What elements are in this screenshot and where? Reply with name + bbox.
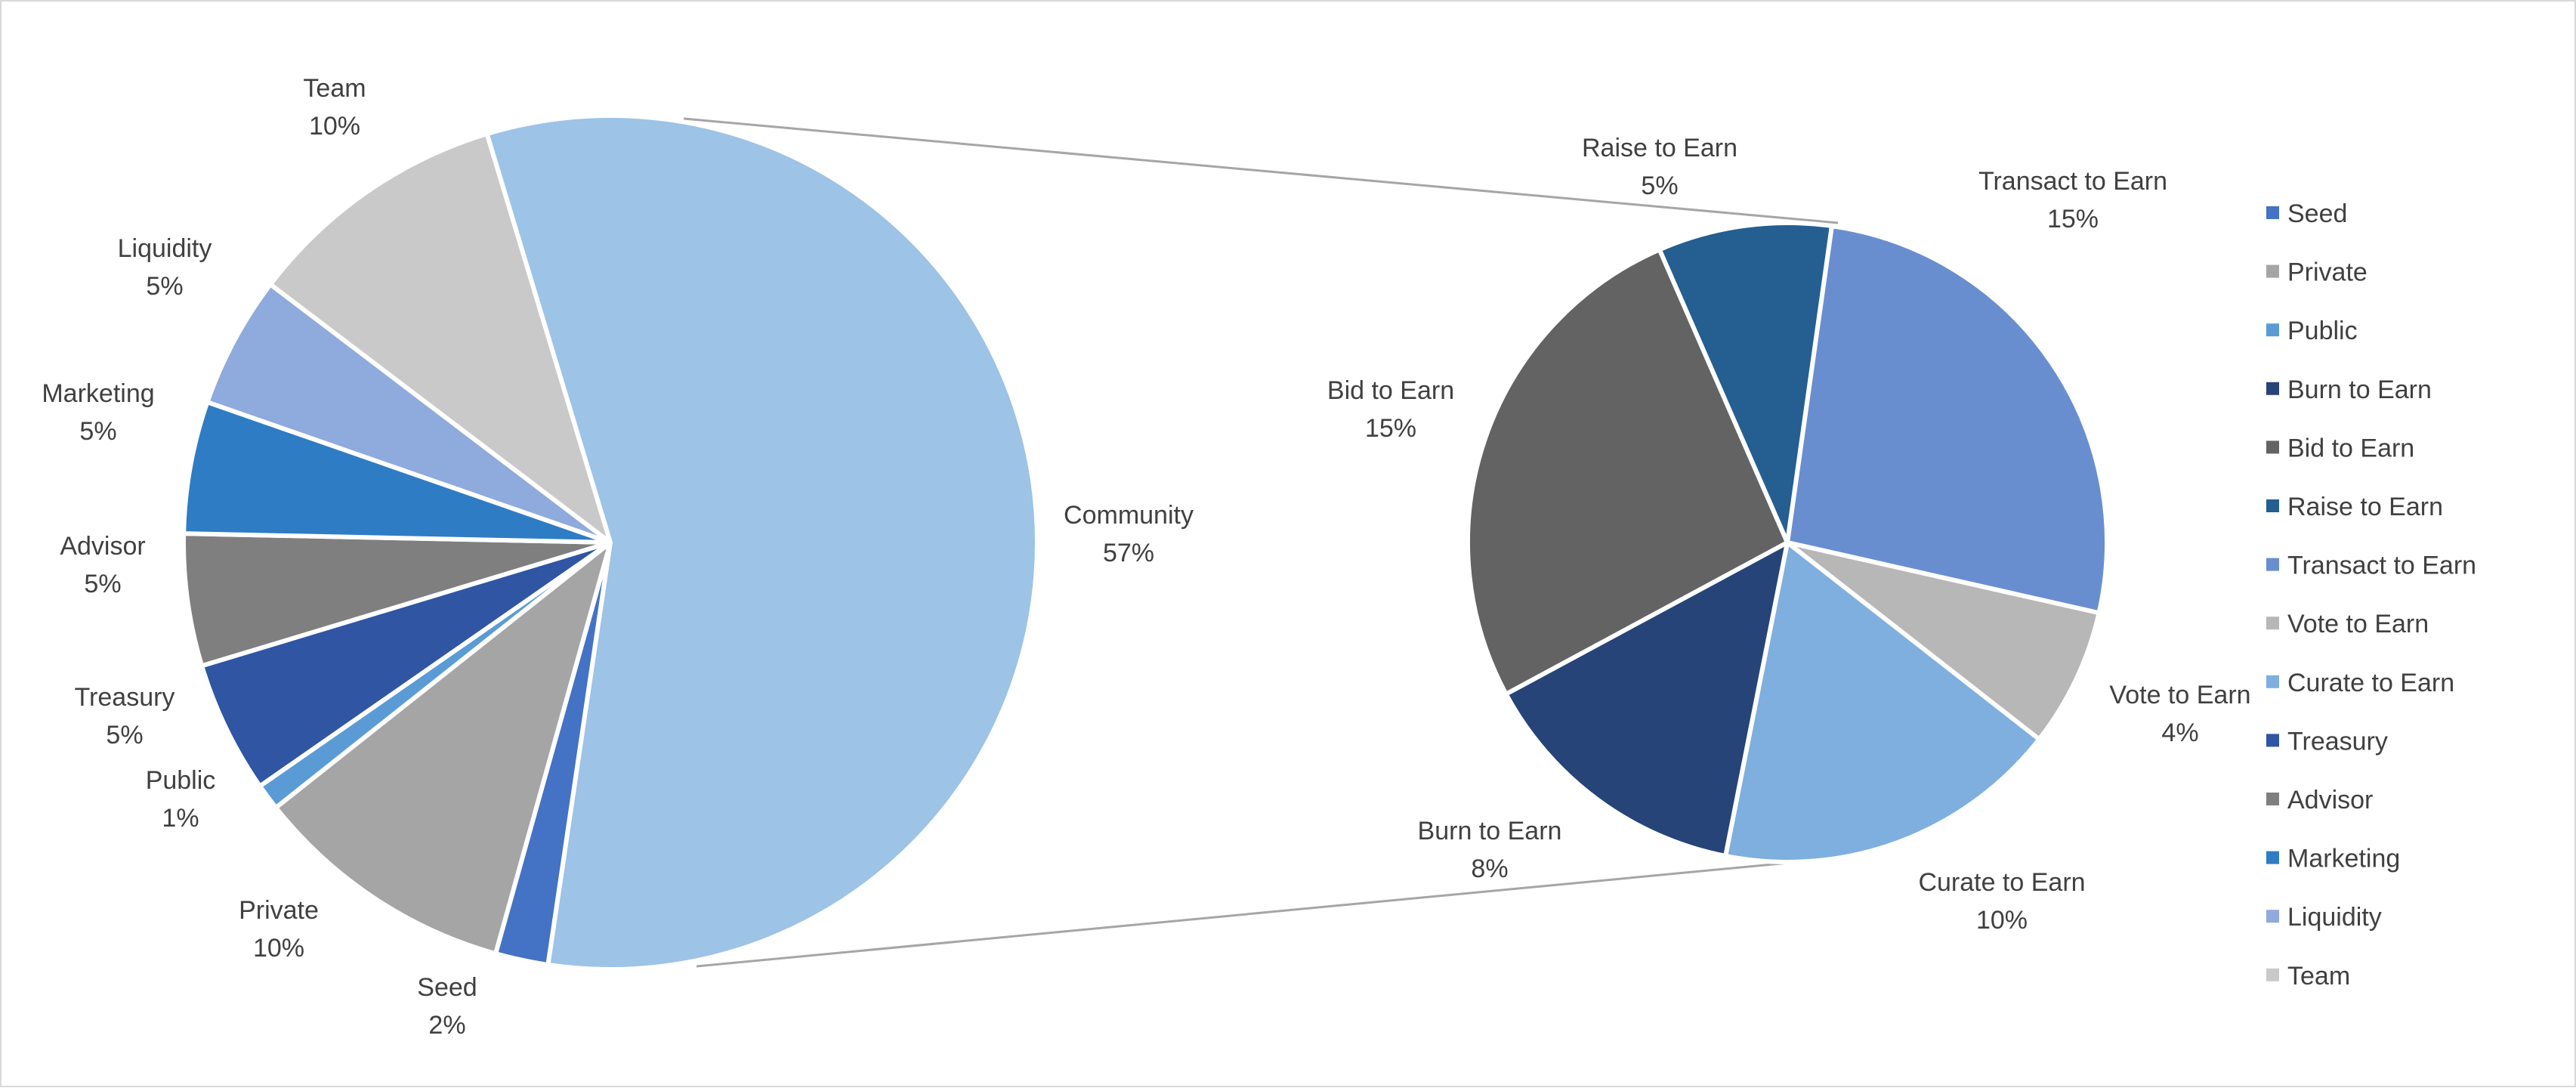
legend-item-marketing: Marketing xyxy=(2266,845,2400,873)
main-advisor-data-label: Advisor 5% xyxy=(60,532,145,598)
legend-item-vote-to-earn: Vote to Earn xyxy=(2266,610,2429,638)
legend: Seed Private Public Burn to Earn Bid to Earn… xyxy=(2266,199,2476,991)
connector-lines xyxy=(683,117,1839,968)
legend-label-public: Public xyxy=(2287,317,2358,345)
legend-swatch-curate-to-earn xyxy=(2266,675,2279,688)
main-slice-team xyxy=(267,131,613,545)
main-slice-treasury xyxy=(199,540,613,789)
main-public-data-label: Public 1% xyxy=(146,766,216,833)
legend-item-curate-to-earn: Curate to Earn xyxy=(2266,669,2454,697)
main-community-data-label: Community 57% xyxy=(1064,501,1194,567)
main-team-data-label: Team 10% xyxy=(303,74,366,141)
legend-item-public: Public xyxy=(2266,317,2358,345)
legend-swatch-bid-to-earn xyxy=(2266,440,2279,454)
legend-label-seed: Seed xyxy=(2287,199,2347,228)
legend-swatch-public xyxy=(2266,323,2279,337)
legend-item-liquidity: Liquidity xyxy=(2266,903,2382,932)
legend-swatch-transact-to-earn xyxy=(2266,558,2279,571)
connector-line-bottom xyxy=(696,860,1805,968)
secondary-slice-vote-to-earn xyxy=(1785,540,2102,742)
legend-item-advisor: Advisor xyxy=(2266,786,2373,814)
secondary-slice-raise-to-earn xyxy=(1657,221,1834,545)
legend-label-treasury: Treasury xyxy=(2287,727,2388,756)
main-private-data-label: Private 10% xyxy=(239,896,319,963)
main-liquidity-data-label: Liquidity 5% xyxy=(118,234,212,301)
legend-label-liquidity: Liquidity xyxy=(2287,903,2382,932)
legend-swatch-vote-to-earn xyxy=(2266,617,2279,630)
legend-label-private: Private xyxy=(2287,258,2368,287)
secondary-slice-burn-to-earn xyxy=(1503,540,1790,858)
legend-item-bid-to-earn: Bid to Earn xyxy=(2266,434,2414,462)
legend-swatch-seed xyxy=(2266,206,2279,219)
main-slice-advisor xyxy=(181,531,613,669)
legend-item-raise-to-earn: Raise to Earn xyxy=(2266,493,2443,521)
main-treasury-data-label: Treasury 5% xyxy=(75,683,175,749)
secondary-pie xyxy=(1466,221,2109,864)
secondary-transact-to-earn-data-label: Transact to Earn 15% xyxy=(1978,167,2167,233)
secondary-bid-to-earn-data-label: Bid to Earn 15% xyxy=(1327,376,1454,443)
legend-label-team: Team xyxy=(2287,962,2350,991)
secondary-pie-labels: Transact to Earn 15% Vote to Earn 4% Curate … xyxy=(1327,134,2251,935)
main-slice-liquidity xyxy=(205,282,613,545)
secondary-curate-to-earn-data-label: Curate to Earn 10% xyxy=(1918,868,2085,935)
legend-item-treasury: Treasury xyxy=(2266,727,2388,756)
legend-label-curate-to-earn: Curate to Earn xyxy=(2287,669,2454,697)
legend-swatch-burn-to-earn xyxy=(2266,382,2279,395)
secondary-burn-to-earn-data-label: Burn to Earn 8% xyxy=(1418,817,1562,883)
legend-label-burn-to-earn: Burn to Earn xyxy=(2287,376,2432,404)
legend-swatch-advisor xyxy=(2266,793,2279,805)
legend-label-marketing: Marketing xyxy=(2287,845,2400,873)
secondary-raise-to-earn-data-label: Raise to Earn 5% xyxy=(1582,134,1737,200)
secondary-vote-to-earn-data-label: Vote to Earn 4% xyxy=(2109,681,2250,747)
legend-label-advisor: Advisor xyxy=(2287,786,2373,814)
main-seed-data-label: Seed 2% xyxy=(417,973,477,1040)
legend-item-seed: Seed xyxy=(2266,199,2347,228)
legend-swatch-raise-to-earn xyxy=(2266,499,2279,512)
main-pie-labels: Seed 2% Private 10% Public 1% Treasury 5% Adviso… xyxy=(42,74,1194,1040)
main-pie xyxy=(181,113,1039,972)
main-marketing-data-label: Marketing 5% xyxy=(42,379,154,446)
legend-swatch-team xyxy=(2266,968,2279,981)
legend-item-team: Team xyxy=(2266,962,2350,991)
legend-label-transact-to-earn: Transact to Earn xyxy=(2287,552,2476,580)
legend-swatch-liquidity xyxy=(2266,910,2279,923)
legend-label-bid-to-earn: Bid to Earn xyxy=(2287,434,2414,462)
main-slice-community xyxy=(484,113,1039,972)
legend-item-transact-to-earn: Transact to Earn xyxy=(2266,552,2476,580)
legend-item-private: Private xyxy=(2266,258,2368,287)
secondary-slice-transact-to-earn xyxy=(1785,224,2109,616)
main-slice-private xyxy=(273,540,613,957)
legend-item-burn-to-earn: Burn to Earn xyxy=(2266,376,2432,404)
legend-swatch-private xyxy=(2266,264,2279,278)
legend-label-vote-to-earn: Vote to Earn xyxy=(2287,610,2429,638)
legend-label-raise-to-earn: Raise to Earn xyxy=(2287,493,2443,521)
legend-swatch-marketing xyxy=(2266,851,2279,864)
secondary-slice-curate-to-earn xyxy=(1723,540,2042,864)
legend-swatch-treasury xyxy=(2266,734,2279,747)
connector-line-top xyxy=(683,117,1839,224)
